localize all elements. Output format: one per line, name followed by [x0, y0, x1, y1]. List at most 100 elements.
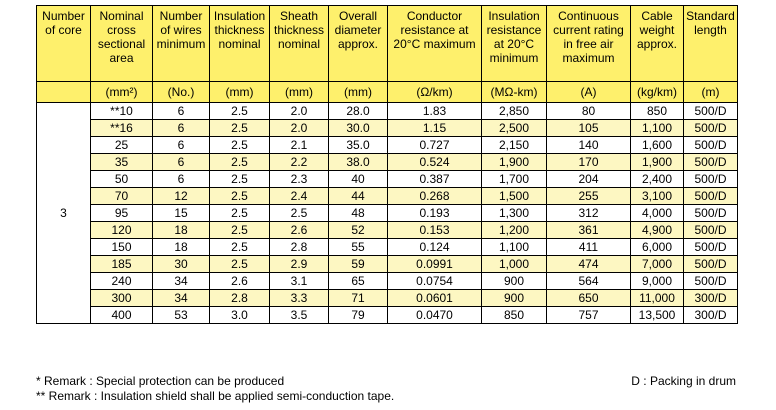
table-cell: 1,100 — [630, 119, 684, 137]
table-cell: 2.6 — [209, 272, 270, 290]
table-cell: 400 — [90, 306, 153, 324]
table-cell: 3.5 — [269, 306, 329, 324]
table-cell: 0.0470 — [387, 306, 482, 324]
table-cell: 411 — [546, 238, 631, 256]
table-cell: 2.5 — [209, 221, 270, 239]
table-cell: 2.5 — [209, 170, 270, 188]
table-cell: 18 — [152, 221, 210, 239]
unit-weight: (kg/km) — [630, 81, 684, 103]
table-cell: 1,500 — [481, 187, 547, 205]
core-count-cell: 3 — [36, 102, 91, 324]
header-standard-length: Standard length — [683, 5, 738, 82]
table-row: 150 18 2.5 2.8 55 0.124 1,100 411 6,000 500/D — [37, 238, 738, 256]
table-row: 240 34 2.6 3.1 65 0.0754 900 564 9,000 500/D — [37, 272, 738, 290]
table-cell: 2.0 — [269, 119, 329, 137]
table-cell: 55 — [328, 238, 388, 256]
table-cell: 140 — [546, 136, 631, 154]
table-cell: 34 — [152, 289, 210, 307]
table-cell: 13,500 — [630, 306, 684, 324]
table-cell: 900 — [481, 272, 547, 290]
table-cell: 204 — [546, 170, 631, 188]
table-cell: 1,900 — [481, 153, 547, 171]
remarks: * Remark : Special protection can be pro… — [36, 374, 394, 404]
table-cell: 0.0754 — [387, 272, 482, 290]
table-row: 50 6 2.5 2.3 40 0.387 1,700 204 2,400 500/D — [37, 170, 738, 188]
unit-insulation-resistance: (MΩ-km) — [481, 81, 547, 103]
table-body: 3 **10 6 2.5 2.0 28.0 1.83 2,850 80 850 500/D **16 6… — [36, 102, 738, 324]
table-cell: 0.0991 — [387, 255, 482, 273]
table-cell: 500/D — [683, 221, 738, 239]
table-cell: 300 — [90, 289, 153, 307]
table-cell: 120 — [90, 221, 153, 239]
table-cell: 0.727 — [387, 136, 482, 154]
table-cell: 34 — [152, 272, 210, 290]
table-cell: 0.0601 — [387, 289, 482, 307]
table-cell: 2.6 — [269, 221, 329, 239]
table-cell: 2,500 — [481, 119, 547, 137]
table-cell: 500/D — [683, 255, 738, 273]
table-cell: 0.524 — [387, 153, 482, 171]
table-cell: 2.5 — [209, 136, 270, 154]
table-row: 3 **10 6 2.5 2.0 28.0 1.83 2,850 80 850 500/D — [36, 102, 738, 324]
table-cell: 2.5 — [269, 204, 329, 222]
table-cell: 1,700 — [481, 170, 547, 188]
table-cell: 2.0 — [269, 102, 329, 120]
table-cell: 312 — [546, 204, 631, 222]
table-row: 120 18 2.5 2.6 52 0.153 1,200 361 4,900 500/D — [37, 221, 738, 239]
table-cell: 18 — [152, 238, 210, 256]
table-cell: 650 — [546, 289, 631, 307]
remark-insulation-shield: ** Remark : Insulation shield shall be a… — [36, 389, 395, 403]
table-row: 300 34 2.8 3.3 71 0.0601 900 650 11,000 300/D — [37, 289, 738, 307]
unit-insulation: (mm) — [209, 81, 270, 103]
unit-wires: (No.) — [152, 81, 210, 103]
table-cell: 2,400 — [630, 170, 684, 188]
table-cell: 65 — [328, 272, 388, 290]
table-cell: 1,600 — [630, 136, 684, 154]
table-cell: 15 — [152, 204, 210, 222]
table-cell: 0.193 — [387, 204, 482, 222]
table-cell: 500/D — [683, 238, 738, 256]
table-cell: 4,000 — [630, 204, 684, 222]
table-cell: 1,000 — [481, 255, 547, 273]
table-cell: 500/D — [683, 153, 738, 171]
table-cell: 500/D — [683, 102, 738, 120]
table-cell: 30 — [152, 255, 210, 273]
table-row: **16 6 2.5 2.0 30.0 1.15 2,500 105 1,100 500/D — [37, 119, 738, 137]
table-cell: 500/D — [683, 204, 738, 222]
table-cell: 1,900 — [630, 153, 684, 171]
table-cell: 11,000 — [630, 289, 684, 307]
table-cell: 2.5 — [209, 204, 270, 222]
header-insulation-thickness: Insulation thickness nominal — [209, 5, 270, 82]
table-cell: 1,300 — [481, 204, 547, 222]
table-cell: 70 — [90, 187, 153, 205]
header-overall-diameter: Overall diameter approx. — [328, 5, 388, 82]
table-cell: 1.83 — [387, 102, 482, 120]
header-cable-weight: Cable weight approx. — [630, 5, 684, 82]
table-cell: 1.15 — [387, 119, 482, 137]
table-cell: 1,200 — [481, 221, 547, 239]
header-number-of-core: Number of core — [36, 5, 91, 82]
table-row: 25 6 2.5 2.1 35.0 0.727 2,150 140 1,600 500/D — [37, 136, 738, 154]
table-cell: 35 — [90, 153, 153, 171]
table-cell: 2.9 — [269, 255, 329, 273]
table-cell: 59 — [328, 255, 388, 273]
packing-legend: D : Packing in drum — [631, 374, 736, 388]
header-cross-section: Nominal cross sectional area — [90, 5, 153, 82]
unit-sheath: (mm) — [269, 81, 329, 103]
table-cell: 0.153 — [387, 221, 482, 239]
table-row: 70 12 2.5 2.4 44 0.268 1,500 255 3,100 500/D — [37, 187, 738, 205]
table-cell: 361 — [546, 221, 631, 239]
table-cell: 0.124 — [387, 238, 482, 256]
table-cell: 71 — [328, 289, 388, 307]
table-cell: 2.1 — [269, 136, 329, 154]
header-current-rating: Continuous current rating in free air ma… — [546, 5, 631, 82]
table-cell: 850 — [481, 306, 547, 324]
table-cell: 3,100 — [630, 187, 684, 205]
table-cell: 3.0 — [209, 306, 270, 324]
table-cell: 850 — [630, 102, 684, 120]
table-cell: 0.387 — [387, 170, 482, 188]
table-cell: 564 — [546, 272, 631, 290]
unit-length: (m) — [683, 81, 738, 103]
table-cell: 2.8 — [269, 238, 329, 256]
table-cell: 3.3 — [269, 289, 329, 307]
